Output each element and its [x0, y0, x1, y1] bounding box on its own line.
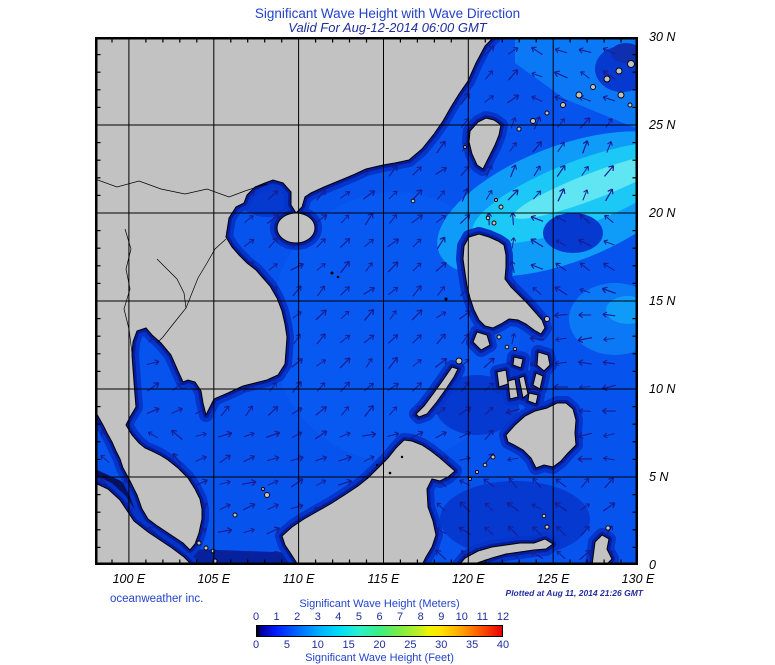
legend-tick-4: 4	[335, 611, 342, 623]
lat-label-10: 10 N	[649, 382, 676, 396]
lon-label-130: 130 E	[621, 572, 655, 586]
legend-tick-1: 1	[273, 611, 280, 623]
lon-label-120: 120 E	[451, 572, 485, 586]
legend-tick-5: 5	[283, 639, 290, 651]
lon-label-125: 125 E	[536, 572, 570, 586]
legend-tick-20: 20	[373, 639, 386, 651]
legend-meters-ticks: 0 1 2 3 4 5 6 7 8 9 10 11 12	[252, 611, 509, 623]
legend-tick-30: 30	[435, 639, 448, 651]
legend-tick-0: 0	[252, 639, 260, 651]
legend-tick-9: 9	[438, 611, 445, 623]
colorbar-gradient	[256, 625, 503, 637]
lat-label-20: 20 N	[649, 206, 676, 220]
lat-label-5: 5 N	[649, 470, 669, 484]
lat-label-0: 0	[649, 558, 656, 572]
legend-tick-12: 12	[496, 611, 510, 623]
legend-tick-7: 7	[397, 611, 404, 623]
legend-feet-ticks: 0 5 10 15 20 25 30 35 40	[252, 639, 509, 651]
legend-tick-2: 2	[294, 611, 301, 623]
oceanweather-credit: oceanweather inc.	[110, 593, 204, 605]
lon-label-105: 105 E	[197, 572, 231, 586]
lat-label-15: 15 N	[649, 294, 676, 308]
legend-tick-5: 5	[355, 611, 362, 623]
legend-tick-11: 11	[476, 611, 489, 623]
lat-label-30: 30 N	[649, 30, 676, 44]
legend-tick-3: 3	[314, 611, 321, 623]
lat-label-25: 25 N	[649, 118, 676, 132]
wave-height-map	[95, 37, 638, 565]
legend-tick-10: 10	[311, 639, 324, 651]
valid-time-subtitle: Valid For Aug-12-2014 06:00 GMT	[288, 20, 487, 35]
lon-label-110: 110 E	[282, 572, 315, 586]
legend-tick-0: 0	[252, 611, 260, 623]
legend-tick-40: 40	[496, 639, 510, 651]
legend-tick-8: 8	[417, 611, 424, 623]
legend-tick-10: 10	[455, 611, 468, 623]
legend-tick-15: 15	[342, 639, 355, 651]
lon-label-100: 100 E	[112, 572, 146, 586]
lon-label-115: 115 E	[367, 572, 400, 586]
legend-tick-25: 25	[404, 639, 417, 651]
legend-tick-35: 35	[465, 639, 479, 651]
legend-feet-label: Significant Wave Height (Feet)	[305, 652, 454, 664]
plotted-timestamp: Plotted at Aug 11, 2014 21:26 GMT	[505, 588, 643, 598]
chart-title: Significant Wave Height with Wave Direct…	[254, 6, 521, 21]
legend-meters-label: Significant Wave Height (Meters)	[299, 598, 460, 610]
map-canvas	[95, 37, 638, 565]
legend-tick-6: 6	[376, 611, 383, 623]
